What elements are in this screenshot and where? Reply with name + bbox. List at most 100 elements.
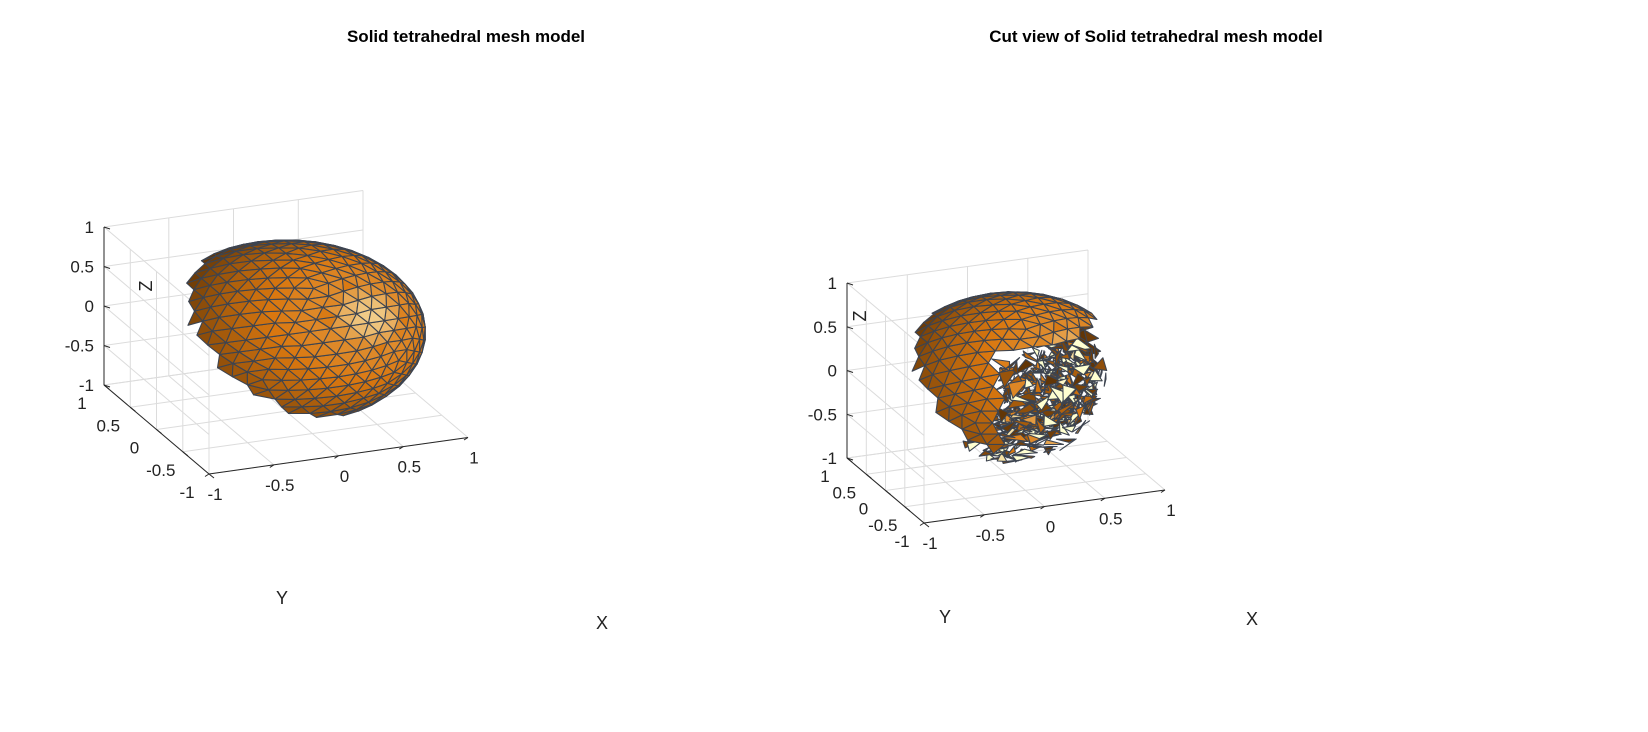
x-tick-mark	[334, 455, 339, 459]
y-tick-mark	[865, 473, 872, 479]
y-tick-mark	[885, 490, 891, 495]
z-tick-label: 0.5	[813, 318, 837, 337]
grid-line	[846, 249, 1089, 284]
mesh-facet	[1034, 417, 1046, 434]
x-tick-mark	[1040, 506, 1045, 510]
mesh-facet	[1001, 420, 1017, 433]
mesh-facet	[1054, 348, 1062, 368]
x-tick-label: 1	[469, 449, 478, 468]
y-tick-mark	[182, 451, 189, 457]
z-tick-mark	[103, 384, 111, 388]
z-tick-mark	[846, 282, 854, 286]
mesh-facet	[1029, 392, 1046, 398]
y-axis-label: Y	[939, 607, 951, 627]
x-tick-label: 0	[1046, 518, 1055, 537]
z-tick-mark	[846, 326, 854, 330]
grid-line	[103, 190, 364, 228]
mesh-facet	[1044, 368, 1058, 372]
z-tick-mark	[103, 305, 111, 309]
grid-line	[904, 473, 1146, 508]
mesh-facet	[1090, 393, 1097, 400]
y-tick-label: -1	[894, 532, 909, 551]
x-tick-mark	[269, 464, 275, 468]
tick-labels: -1 -0.5 0 0.5 1-1-0.500.51-1-0.500.51	[65, 218, 479, 504]
mesh-facet	[979, 362, 1001, 379]
x-tick-mark	[980, 514, 985, 518]
mesh-facet	[1036, 356, 1056, 363]
x-axis-line	[208, 437, 469, 475]
mesh-facet	[1005, 357, 1021, 369]
grid-line	[103, 305, 210, 396]
mesh-facet	[1040, 364, 1048, 375]
mesh-facet	[1022, 442, 1045, 448]
mesh-facet	[1021, 372, 1030, 382]
mesh-facet	[1026, 371, 1046, 374]
mesh-facet	[1030, 368, 1035, 380]
mesh-facet	[1031, 346, 1040, 358]
mesh-facet	[1046, 429, 1058, 440]
x-tick-mark	[919, 522, 925, 526]
tetrahedral-mesh	[911, 291, 1108, 464]
mesh-facet	[1083, 371, 1092, 379]
mesh-facet	[1070, 373, 1086, 389]
mesh-facet	[982, 446, 990, 452]
mesh-facet	[1026, 433, 1041, 445]
z-tick-label: 1	[828, 274, 837, 293]
mesh-facet	[1043, 414, 1059, 427]
y-tick-label: 0	[130, 439, 139, 458]
mesh-facet	[997, 407, 1009, 423]
mesh-facet	[1012, 360, 1019, 375]
mesh-facet	[1067, 326, 1081, 339]
mesh-facet	[989, 450, 1007, 457]
mesh-facet	[1012, 441, 1030, 447]
y-tick-label: -0.5	[146, 461, 175, 480]
mesh-facet	[1084, 397, 1101, 407]
mesh-facet	[1077, 316, 1094, 328]
mesh-facet	[1061, 425, 1077, 433]
mesh-facet	[1042, 386, 1046, 396]
grid-line	[846, 413, 925, 480]
x-tick-label: 1	[1166, 501, 1175, 520]
mesh-facet	[1068, 369, 1075, 377]
mesh-facet	[1058, 353, 1071, 360]
mesh-facet	[1009, 419, 1032, 428]
y-tick-label: 1	[77, 394, 86, 413]
z-tick-mark	[103, 345, 111, 348]
grid-line	[846, 370, 925, 436]
z-axis-label: Z	[136, 281, 156, 292]
z-tick-mark	[846, 413, 854, 417]
y-tick-label: 0.5	[96, 416, 120, 435]
x-tick-mark	[463, 437, 469, 441]
mesh-facet	[1022, 350, 1042, 364]
mesh-facet	[999, 432, 1016, 439]
z-tick-label: -1	[822, 449, 837, 468]
mesh-facet	[1059, 438, 1077, 451]
x-tick-label: -0.5	[976, 526, 1005, 545]
mesh-facet	[1055, 377, 1069, 386]
y-tick-label: 0.5	[832, 483, 856, 502]
mesh-facet	[1071, 363, 1092, 376]
mesh-facet	[1055, 375, 1067, 381]
y-tick-label: 1	[820, 467, 829, 486]
mesh-facet	[1054, 364, 1069, 373]
mesh-facet	[986, 385, 1006, 400]
x-tick-label: 0.5	[397, 458, 421, 477]
x-tick-mark	[399, 446, 404, 450]
x-tick-label: -1	[207, 485, 222, 504]
y-tick-mark	[904, 506, 911, 512]
x-tick-mark	[204, 473, 210, 477]
tick-labels: -1 -0.5 0 0.5 1-1-0.500.51-1-0.500.51	[808, 274, 1176, 553]
plot-solid-mesh: -1 -0.5 0 0.5 1-1-0.500.51-1-0.500.51XYZSoli…	[65, 27, 608, 633]
z-tick-mark	[103, 226, 111, 230]
mesh-facet	[1055, 438, 1076, 443]
mesh-facet	[1006, 445, 1016, 457]
mesh-facet	[1083, 376, 1092, 387]
z-tick-label: 1	[85, 218, 94, 237]
mesh-facet	[1075, 405, 1085, 420]
mesh-facet	[1022, 406, 1041, 417]
y-tick-mark	[156, 429, 162, 434]
axes	[846, 282, 1166, 528]
mesh-facet	[1083, 329, 1100, 343]
mesh-facet	[1038, 385, 1047, 391]
mesh-facet	[1070, 344, 1091, 353]
